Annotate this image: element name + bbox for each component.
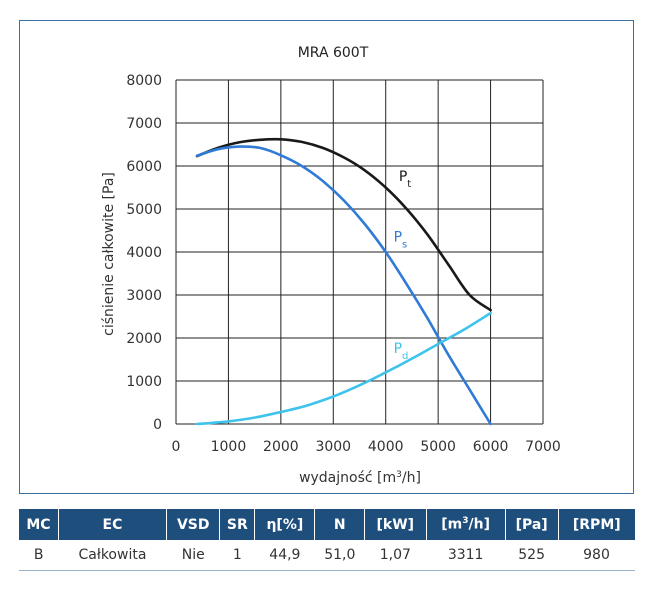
x-tick-label: 6000 xyxy=(473,439,509,455)
specs-cell: Nie xyxy=(166,540,220,571)
specs-cell: B xyxy=(19,540,59,571)
y-tick-label: 2000 xyxy=(126,331,162,347)
specs-header-cell: [kW] xyxy=(364,509,427,540)
y-tick-label: 4000 xyxy=(126,245,162,261)
y-tick-label: 1000 xyxy=(126,374,162,390)
x-axis-title: wydajność [m3/h] xyxy=(299,470,421,486)
chart-title: MRA 600T xyxy=(298,45,369,61)
specs-header-cell: MC xyxy=(19,509,59,540)
fan-curve-chart: 0 1000 2000 3000 4000 5000 6000 7000 8000 0 1000 2… xyxy=(101,45,561,486)
specs-cell: 3311 xyxy=(426,540,506,571)
x-tick-label: 1000 xyxy=(211,439,247,455)
specs-cell: 1,07 xyxy=(364,540,427,571)
specs-header-cell: SR xyxy=(219,509,256,540)
series-label-pd: Pd xyxy=(394,341,409,362)
specs-cell: Całkowita xyxy=(58,540,167,571)
series-line-pd xyxy=(195,311,492,426)
series-labels: Pt Ps Pd xyxy=(394,169,412,361)
specs-header-cell: N xyxy=(314,509,366,540)
series-label-pt: Pt xyxy=(399,169,411,190)
specs-cell: 44,9 xyxy=(254,540,315,571)
y-axis-title: ciśnienie całkowite [Pa] xyxy=(101,172,117,336)
specs-cell: 1 xyxy=(219,540,255,571)
series-lines xyxy=(195,137,492,426)
specs-header-cell: η[%] xyxy=(254,509,316,540)
chart-panel xyxy=(19,20,634,494)
x-tick-label: 7000 xyxy=(525,439,561,455)
specs-header-row: MC EC VSD SR η[%] N [kW] [m3/h] [Pa] [RPM] xyxy=(19,509,635,540)
grid xyxy=(175,79,544,425)
y-tick-label: 7000 xyxy=(126,116,162,132)
y-tick-label: 3000 xyxy=(126,288,162,304)
specs-table: MC EC VSD SR η[%] N [kW] [m3/h] [Pa] [RPM] B Całko… xyxy=(19,509,635,571)
specs-header-cell: [Pa] xyxy=(505,509,559,540)
y-tick-labels: 0 1000 2000 3000 4000 5000 6000 7000 8000 xyxy=(126,73,162,433)
x-tick-label: 4000 xyxy=(368,439,404,455)
y-tick-label: 8000 xyxy=(126,73,162,89)
specs-cell: 525 xyxy=(505,540,559,571)
y-tick-label: 5000 xyxy=(126,202,162,218)
x-tick-label: 5000 xyxy=(420,439,456,455)
x-tick-labels: 0 1000 2000 3000 4000 5000 6000 7000 xyxy=(172,439,561,455)
table-row: B Całkowita Nie 1 44,9 51,0 1,07 3311 525 980 xyxy=(19,540,635,571)
x-tick-label: 3000 xyxy=(315,439,351,455)
series-line-pt xyxy=(195,137,492,312)
specs-header-cell: EC xyxy=(58,509,168,540)
specs-header-cell: [RPM] xyxy=(558,509,635,540)
specs-body: B Całkowita Nie 1 44,9 51,0 1,07 3311 525 980 xyxy=(19,540,635,571)
specs-cell: 51,0 xyxy=(314,540,365,571)
series-line-ps xyxy=(195,145,492,426)
x-tick-label: 0 xyxy=(172,439,181,455)
specs-header-cell: [m3/h] xyxy=(426,509,506,540)
specs-cell: 980 xyxy=(558,540,635,571)
y-tick-label: 6000 xyxy=(126,159,162,175)
x-tick-label: 2000 xyxy=(263,439,299,455)
specs-header-cell: VSD xyxy=(166,509,221,540)
y-tick-label: 0 xyxy=(153,417,162,433)
series-label-ps: Ps xyxy=(394,229,408,250)
